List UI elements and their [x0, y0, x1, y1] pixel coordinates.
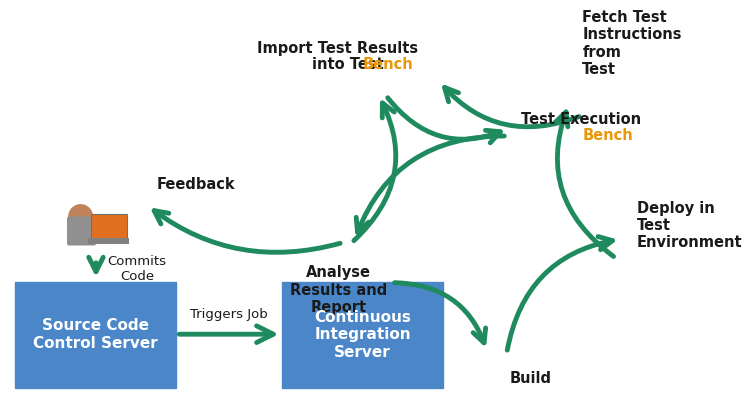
Text: Deploy in
Test
Environment: Deploy in Test Environment — [637, 201, 742, 250]
Text: Triggers Job: Triggers Job — [190, 308, 268, 320]
Text: Continuous
Integration
Server: Continuous Integration Server — [314, 310, 411, 360]
Text: Commits
Code: Commits Code — [108, 255, 166, 283]
Text: into Test: into Test — [312, 57, 384, 72]
FancyBboxPatch shape — [67, 216, 96, 245]
Text: Fetch Test
Instructions
from
Test: Fetch Test Instructions from Test — [582, 10, 682, 77]
Text: Source Code
Control Server: Source Code Control Server — [33, 318, 158, 351]
Text: Analyse
Results and
Report: Analyse Results and Report — [290, 265, 387, 315]
Bar — [88, 238, 130, 244]
FancyBboxPatch shape — [283, 282, 442, 387]
FancyBboxPatch shape — [91, 214, 127, 241]
Circle shape — [69, 205, 92, 228]
Text: Feedback: Feedback — [157, 177, 236, 192]
Text: Bench: Bench — [582, 128, 633, 143]
Text: Import Test Results: Import Test Results — [257, 41, 418, 57]
Text: Build: Build — [509, 371, 551, 386]
Text: Bench: Bench — [363, 57, 414, 72]
Text: Test Execution: Test Execution — [520, 112, 640, 127]
FancyBboxPatch shape — [16, 282, 176, 387]
